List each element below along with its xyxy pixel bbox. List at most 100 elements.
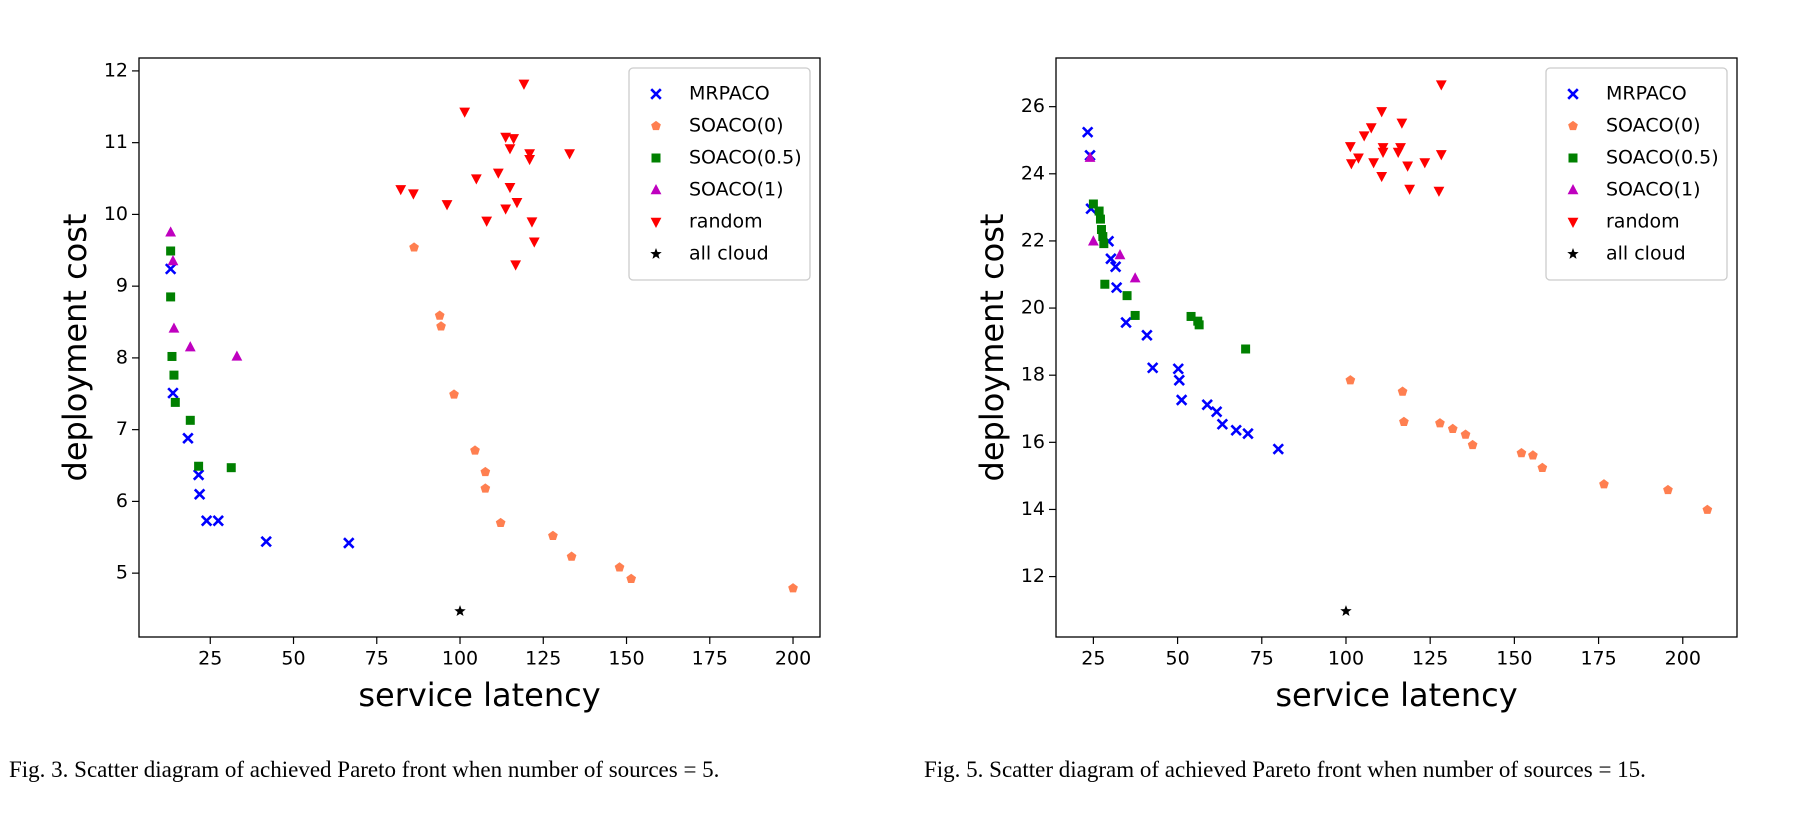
point (1344, 142, 1356, 153)
y-tick-label: 18 (1021, 364, 1045, 386)
point (166, 292, 176, 302)
point (1447, 423, 1458, 434)
x-tick-label: 150 (608, 648, 644, 670)
point (495, 517, 506, 528)
x-tick-label: 75 (1250, 648, 1274, 670)
y-axis-label: deployment cost (973, 214, 1011, 482)
point (1100, 279, 1110, 289)
x-tick-label: 150 (1496, 648, 1532, 670)
x-tick-label: 100 (442, 648, 478, 670)
point (504, 182, 516, 194)
legend-label: MRPACO (689, 83, 770, 105)
x-tick-label: 50 (1165, 648, 1189, 670)
y-tick-label: 20 (1021, 297, 1045, 319)
legend-label: SOACO(1) (689, 179, 783, 201)
point (788, 583, 798, 593)
x-tick-label: 50 (281, 648, 305, 670)
point (170, 397, 180, 407)
plot-area (138, 57, 821, 638)
point (510, 260, 522, 271)
point (164, 263, 177, 275)
point (459, 107, 471, 118)
x-axis-label: service latency (1275, 676, 1517, 714)
point (1537, 462, 1548, 472)
y-axis-label: deployment cost (56, 214, 94, 482)
point (1122, 291, 1132, 301)
point (168, 322, 180, 333)
legend-label: MRPACO (1606, 83, 1687, 105)
point (1173, 374, 1185, 386)
point (614, 562, 625, 572)
point (184, 341, 196, 352)
y-tick-label: 5 (116, 562, 128, 584)
x-axis-label: service latency (358, 676, 600, 714)
point (1435, 150, 1447, 161)
point (1114, 249, 1126, 260)
caption: Fig. 5. Scatter diagram of achieved Pare… (924, 757, 1646, 782)
legend-label: random (689, 211, 763, 233)
point (1345, 375, 1356, 385)
point (1402, 161, 1414, 172)
point (470, 174, 482, 185)
point (524, 149, 536, 160)
point (1702, 504, 1713, 514)
y-tick-label: 8 (116, 346, 128, 368)
point (508, 134, 520, 145)
plot-area (1055, 57, 1738, 638)
point (1109, 261, 1122, 273)
point (1081, 126, 1094, 138)
point (1396, 118, 1408, 129)
point (169, 370, 179, 380)
x-tick-label: 200 (1665, 648, 1701, 670)
point (409, 242, 419, 252)
y-tick-label: 14 (1021, 498, 1045, 520)
point (182, 432, 194, 444)
point (1358, 131, 1370, 142)
scatter-chart: 25 50 75 100 125 150 175 200 12 14 16 18 20 22 24 26 ser… (973, 57, 1738, 714)
point (1345, 159, 1357, 170)
point (548, 530, 558, 540)
point (1435, 418, 1445, 428)
point (504, 144, 516, 155)
point (1242, 427, 1254, 440)
y-tick-label: 7 (116, 418, 128, 440)
legend-marker (1568, 120, 1578, 131)
point (524, 154, 536, 166)
point (1099, 239, 1109, 249)
point (1201, 399, 1213, 411)
point (500, 132, 512, 143)
y-tick-label: 22 (1021, 229, 1045, 251)
point (1105, 253, 1117, 265)
point (481, 216, 493, 227)
point (480, 466, 491, 477)
y-tick-label: 11 (104, 131, 128, 153)
point (185, 415, 195, 425)
legend-label: all cloud (1606, 243, 1686, 265)
point (1110, 281, 1123, 294)
legend-marker (1567, 88, 1579, 100)
point (500, 204, 512, 215)
point (165, 226, 177, 237)
caption: Fig. 3. Scatter diagram of achieved Pare… (9, 757, 720, 782)
point (1130, 310, 1140, 320)
point (1399, 416, 1409, 426)
y-tick-label: 9 (116, 275, 128, 297)
point (1096, 225, 1106, 235)
point (1435, 80, 1447, 91)
point (1216, 418, 1229, 430)
legend: MRPACO SOACO(0) SOACO(0.5) SOACO(1) random al… (628, 67, 811, 281)
point (1095, 214, 1105, 224)
legend-box (628, 67, 811, 281)
x-tick-label: 175 (692, 648, 728, 670)
point (1172, 363, 1184, 375)
point (212, 515, 224, 527)
point (167, 351, 177, 361)
point (1129, 272, 1141, 283)
point (1397, 386, 1408, 396)
point (1340, 605, 1352, 617)
point (1404, 184, 1416, 195)
point (1084, 151, 1096, 162)
y-tick-label: 26 (1021, 95, 1045, 117)
point (1353, 153, 1364, 164)
